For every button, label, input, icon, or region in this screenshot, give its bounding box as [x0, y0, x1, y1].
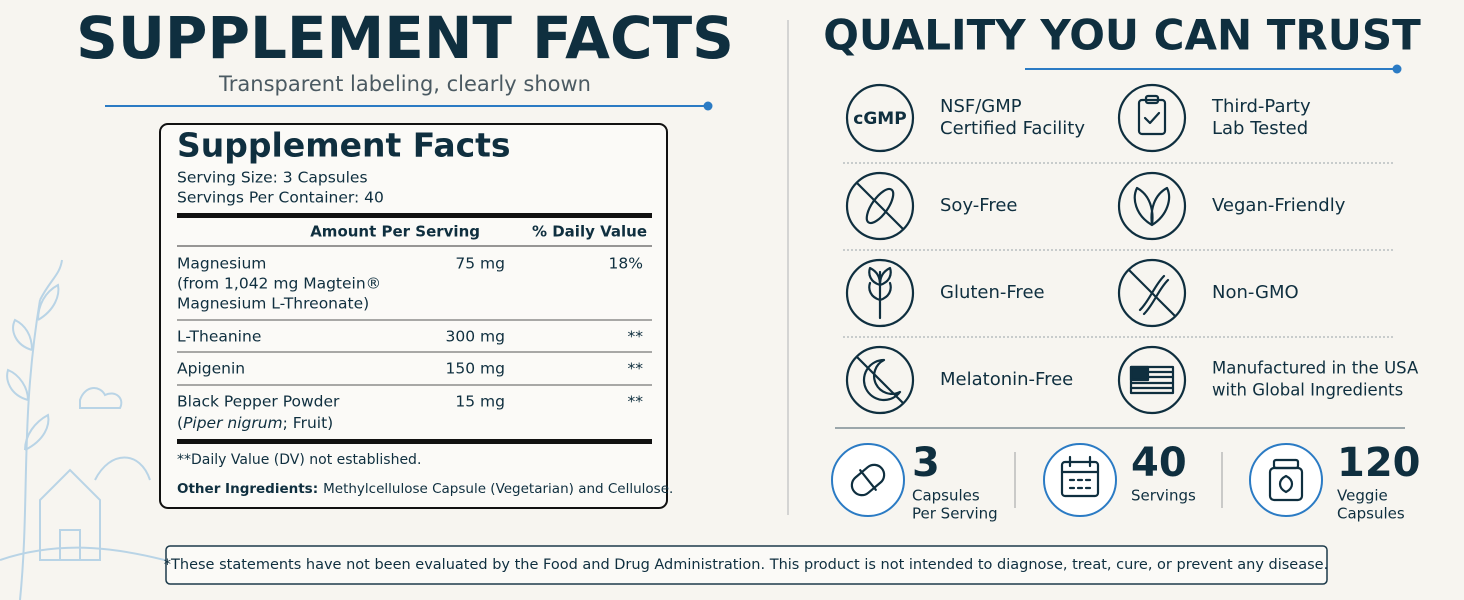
icon-part — [39, 468, 101, 561]
icon-part — [1060, 455, 1100, 474]
daily-value: ** — [628, 393, 644, 411]
icon-part — [868, 266, 892, 287]
daily-value: ** — [628, 328, 644, 346]
icon-part — [1129, 365, 1150, 382]
icon-part — [1138, 274, 1170, 316]
icon-part — [1117, 83, 1187, 153]
icon-part — [845, 258, 915, 328]
feature-label: Gluten-Free — [940, 282, 1045, 303]
divider-dot — [703, 101, 713, 111]
stat-icons — [831, 443, 1323, 517]
icon-part — [79, 387, 123, 409]
other-label: Other Ingredients: — [177, 481, 318, 497]
ingredient-name: Magnesium L-Threonate) — [177, 295, 369, 313]
icon-part — [1060, 460, 1100, 498]
facts-panel — [159, 123, 668, 509]
icon-part — [1137, 98, 1167, 136]
icon-part — [850, 455, 1304, 502]
icon-part — [845, 345, 915, 415]
feature-label: Manufactured in the USA — [1212, 359, 1419, 378]
ingredient-name: Apigenin — [177, 360, 245, 378]
stat-label: Capsules — [1337, 505, 1405, 523]
left-subtitle: Transparent labeling, clearly shown — [218, 72, 591, 96]
ingredient-source: (Piper nigrum; Fruit) — [177, 414, 333, 432]
icon-part — [845, 83, 915, 153]
ingredient-name: Magnesium — [177, 255, 266, 273]
source-part: ; Fruit) — [283, 414, 334, 432]
amount: 300 mg — [446, 328, 505, 346]
left-title: SUPPLEMENT FACTS — [76, 4, 734, 72]
disclaimer-box — [165, 545, 1328, 585]
stat-label: Per Serving — [912, 505, 998, 523]
stat-number: 120 — [1337, 440, 1421, 486]
icon-part — [37, 283, 60, 321]
ingredient-name: Black Pepper Powder — [177, 393, 340, 411]
icon-part — [39, 259, 63, 301]
feature-label: NSF/GMP — [940, 96, 1022, 117]
source-part: Piper nigrum — [183, 414, 283, 432]
stat-label: Servings — [1131, 487, 1196, 505]
icon-part — [1129, 370, 1175, 390]
icon-part — [12, 318, 33, 351]
icon-part — [845, 171, 915, 241]
icon-part — [1143, 111, 1161, 125]
icon-part — [1249, 443, 1323, 517]
icon-part — [865, 187, 895, 225]
footnote: **Daily Value (DV) not established. — [177, 452, 421, 468]
column-header: Amount Per Serving — [310, 223, 480, 241]
amount: 75 mg — [455, 255, 505, 273]
divider-dot — [1392, 64, 1402, 74]
source-part: ( — [177, 414, 183, 432]
ingredient-name: L-Theanine — [177, 328, 261, 346]
disclaimer: *These statements have not been evaluate… — [164, 557, 1328, 573]
other-ingredients: Other Ingredients: Methylcellulose Capsul… — [177, 481, 673, 497]
thick-rule — [177, 439, 652, 444]
feature-label: with Global Ingredients — [1212, 381, 1403, 400]
icon-part — [868, 281, 892, 302]
serving-size: Serving Size: 3 Capsules — [177, 169, 368, 187]
feature-label: Non-GMO — [1212, 282, 1299, 303]
feature-label: Soy-Free — [940, 195, 1017, 216]
servings-per-container: Servings Per Container: 40 — [177, 189, 384, 207]
icon-part — [1117, 171, 1187, 241]
amount: 15 mg — [455, 393, 505, 411]
feature-label: Melatonin-Free — [940, 369, 1073, 390]
column-header: % Daily Value — [532, 223, 647, 241]
stat-number: 3 — [912, 440, 940, 486]
thick-rule — [177, 213, 652, 218]
row-separators — [843, 162, 1395, 338]
stat-label: Capsules — [912, 487, 980, 505]
icon-part — [855, 181, 905, 231]
feature-label: Third-Party — [1211, 96, 1311, 117]
right-title: QUALITY YOU CAN TRUST — [823, 11, 1421, 60]
icon-part — [1068, 478, 1092, 490]
icon-part — [1133, 186, 1171, 227]
icon-part — [24, 413, 50, 451]
icon-part — [94, 456, 151, 481]
icon-part — [862, 358, 902, 402]
feature-label: Vegan-Friendly — [1212, 195, 1346, 216]
daily-value: 18% — [609, 255, 643, 273]
ingredient-name: (from 1,042 mg Magtein® — [177, 275, 381, 293]
icon-part — [1117, 345, 1187, 415]
icon-part — [59, 529, 81, 560]
icon-part — [19, 299, 41, 600]
icon-part — [1268, 466, 1304, 502]
icon-part — [1117, 258, 1187, 328]
icon-part — [6, 368, 29, 401]
icon-part — [1144, 94, 1160, 105]
icon-text: cGMP — [853, 109, 906, 129]
stat-label: Veggie — [1337, 487, 1388, 505]
feature-label: Lab Tested — [1212, 118, 1308, 139]
other-text: Methylcellulose Capsule (Vegetarian) and… — [323, 481, 673, 497]
amount: 150 mg — [446, 360, 505, 378]
feature-label: Certified Facility — [940, 118, 1085, 139]
facts-title: Supplement Facts — [177, 126, 511, 165]
daily-value: ** — [628, 360, 644, 378]
stat-number: 40 — [1131, 440, 1187, 486]
icon-part — [1278, 474, 1294, 494]
feature-icons — [845, 83, 1187, 415]
icon-part — [859, 469, 877, 491]
